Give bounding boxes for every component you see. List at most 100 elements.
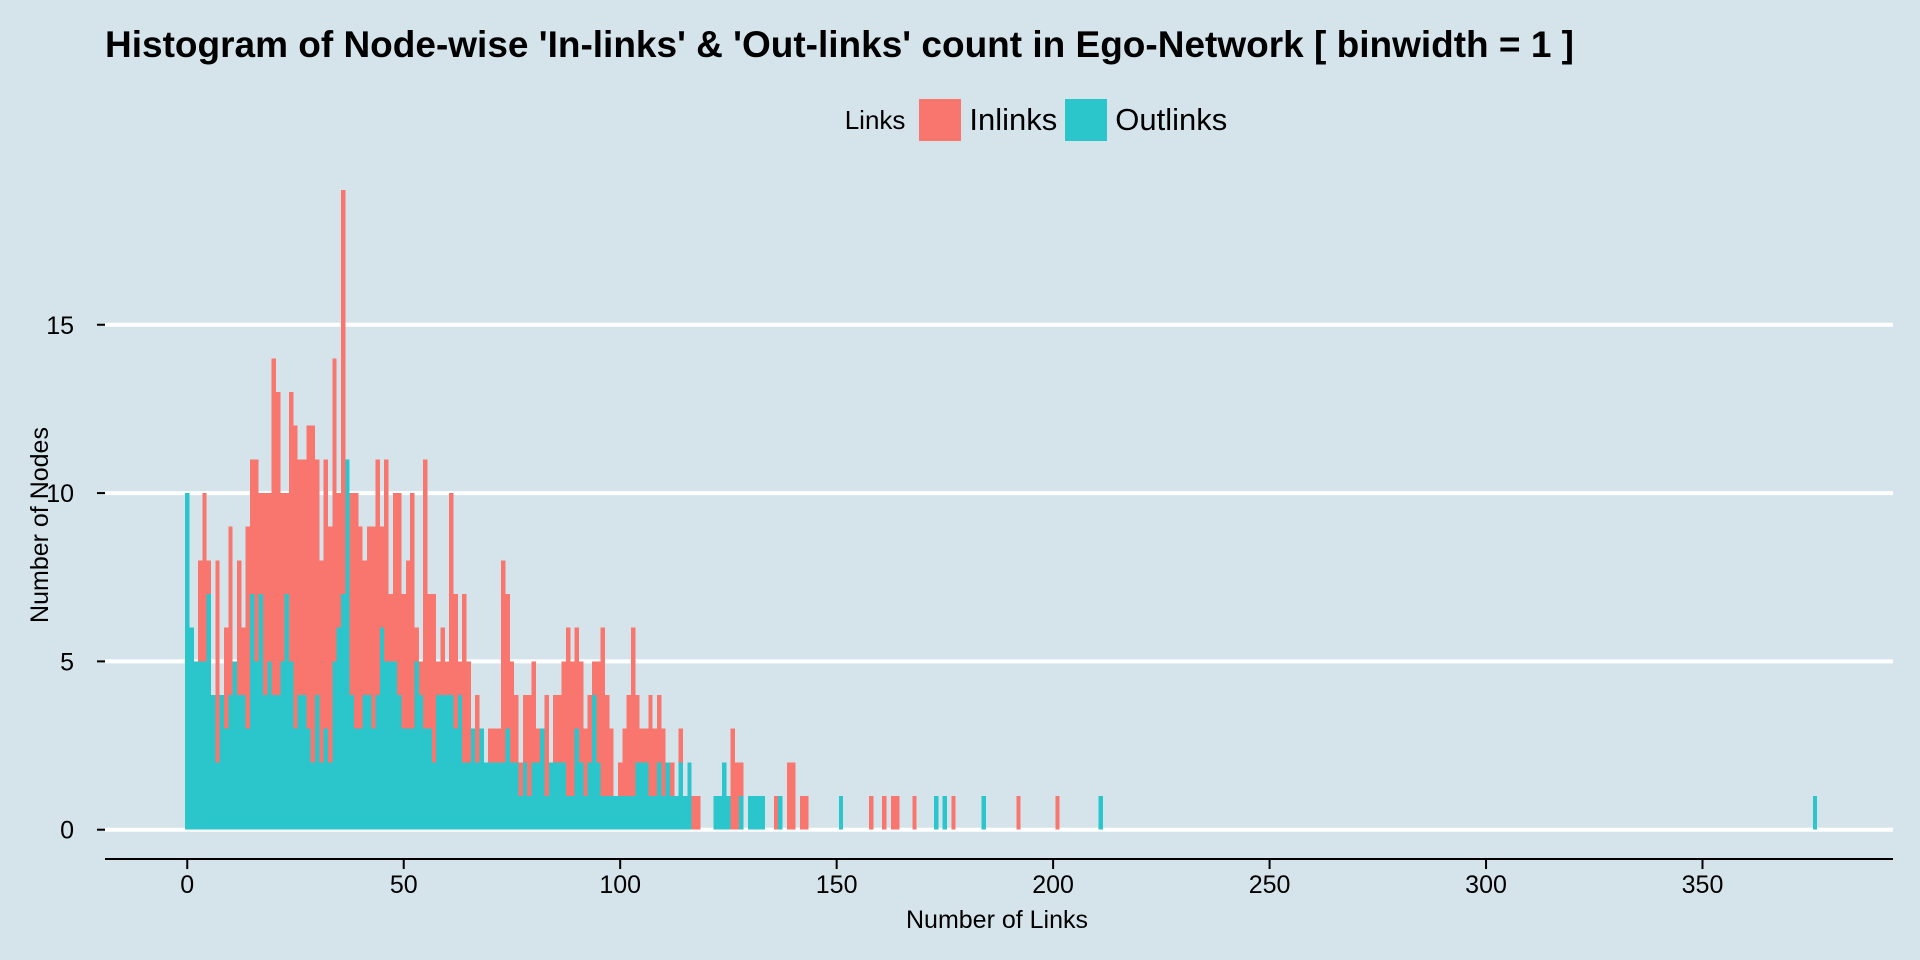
x-tick-label-200: 200: [1032, 871, 1074, 899]
outlinks-bar-14: [245, 728, 251, 830]
inlinks-bar-107: [648, 695, 653, 830]
outlinks-bar-116: [687, 762, 692, 830]
outlinks-bar-53: [414, 661, 419, 830]
outlinks-bar-122: [713, 796, 718, 830]
inlinks-bar-97: [605, 695, 610, 830]
outlinks-bar-64: [462, 762, 467, 830]
outlinks-bar-67: [475, 762, 480, 830]
inlinks-bar-100: [618, 762, 623, 830]
outlinks-bar-0: [185, 493, 190, 830]
outlinks-bar-86: [557, 762, 562, 830]
outlinks-bar-104: [635, 762, 640, 830]
inlinks-bar-128: [739, 762, 744, 830]
outlinks-bar-2: [193, 661, 199, 830]
outlinks-bar-66: [470, 728, 476, 830]
inlinks-bar-168: [912, 796, 917, 830]
outlinks-bar-109: [656, 762, 662, 830]
outlinks-bar-105: [639, 762, 644, 830]
outlinks-bar-47: [388, 661, 393, 830]
outlinks-bar-63: [457, 695, 463, 830]
outlinks-bar-73: [501, 762, 506, 830]
outlinks-bar-173: [934, 796, 939, 830]
inlinks-bar-64: [462, 594, 467, 830]
outlinks-bar-175: [942, 796, 948, 830]
outlinks-bar-31: [319, 762, 324, 830]
outlinks-bar-70: [488, 762, 493, 830]
outlinks-bar-131: [752, 796, 757, 830]
legend: Links Inlinks Outlinks: [0, 99, 1920, 141]
outlinks-bar-54: [418, 695, 424, 830]
outlinks-bar-132: [756, 796, 761, 830]
y-tick-label-15: 15: [46, 312, 74, 340]
inlinks-bar-30: [314, 459, 320, 830]
x-tick-label-150: 150: [816, 871, 858, 899]
outlinks-bar-49: [397, 695, 402, 830]
outlinks-bar-133: [760, 796, 766, 830]
outlinks-bar-95: [596, 762, 601, 830]
outlinks-bar-61: [449, 695, 454, 830]
inlinks-bar-31: [319, 560, 324, 830]
inlinks-bar-201: [1055, 796, 1060, 830]
outlinks-bar-57: [431, 762, 437, 830]
inlinks-bar-158: [869, 796, 874, 830]
inlinks-bar-96: [600, 627, 606, 830]
outlinks-bar-94: [592, 695, 597, 830]
legend-key-outlinks: [1065, 99, 1108, 141]
inlinks-bar-24: [288, 392, 294, 830]
x-tick-label-50: 50: [390, 871, 418, 899]
inlinks-bar-51: [405, 560, 411, 830]
legend-item-inlinks: Inlinks: [919, 99, 1057, 141]
outlinks-bar-101: [622, 796, 627, 830]
inlinks-bar-112: [669, 762, 675, 830]
outlinks-bar-25: [293, 728, 298, 830]
outlinks-bar-76: [514, 762, 519, 830]
inlinks-bar-103: [631, 627, 636, 830]
outlinks-bar-22: [280, 661, 285, 830]
outlinks-bar-13: [241, 695, 246, 830]
outlinks-bar-39: [353, 728, 359, 830]
inlinks-bar-56: [427, 594, 432, 830]
x-tick-label-100: 100: [599, 871, 641, 899]
outlinks-bar-27: [301, 695, 307, 830]
inlinks-bar-16: [254, 459, 259, 830]
outlinks-bar-55: [423, 728, 428, 830]
outlinks-bar-46: [384, 661, 389, 830]
outlinks-bar-56: [427, 728, 432, 830]
series-outlinks: [185, 459, 1818, 830]
outlinks-bar-30: [314, 695, 320, 830]
outlinks-bar-62: [453, 728, 458, 830]
outlinks-bar-37: [345, 459, 350, 830]
inlinks-bar-34: [332, 358, 337, 830]
outlinks-bar-96: [600, 796, 606, 830]
x-tick-label-0: 0: [180, 871, 194, 899]
legend-label-inlinks: Inlinks: [969, 102, 1058, 137]
outlinks-bar-97: [605, 796, 610, 830]
outlinks-bar-5: [206, 594, 212, 830]
outlinks-bar-11: [232, 661, 238, 830]
outlinks-bar-50: [401, 728, 406, 830]
outlinks-bar-42: [366, 695, 372, 830]
x-tick-label-350: 350: [1682, 871, 1724, 899]
outlinks-bar-69: [483, 762, 489, 830]
outlinks-bar-35: [336, 627, 341, 830]
inlinks-bar-44: [375, 459, 380, 830]
outlinks-bar-376: [1812, 796, 1818, 830]
inlinks-bar-80: [531, 661, 536, 830]
inlinks-bar-110: [661, 728, 666, 830]
outlinks-bar-85: [553, 762, 558, 830]
outlinks-bar-130: [747, 796, 753, 830]
outlinks-bar-125: [726, 796, 731, 830]
outlinks-bar-128: [739, 796, 744, 830]
outlinks-bar-89: [570, 796, 575, 830]
outlinks-bar-74: [505, 728, 510, 830]
outlinks-bar-26: [297, 695, 302, 830]
inlinks-bar-98: [609, 728, 614, 830]
inlinks-bar-73: [501, 560, 506, 830]
outlinks-bar-68: [479, 728, 484, 830]
inlinks-bar-95: [596, 661, 601, 830]
inlinks-bar-46: [384, 459, 389, 830]
inlinks-bar-14: [245, 526, 251, 830]
outlinks-bar-17: [258, 594, 264, 830]
outlinks-bar-19: [267, 661, 272, 830]
outlinks-bar-93: [587, 762, 593, 830]
